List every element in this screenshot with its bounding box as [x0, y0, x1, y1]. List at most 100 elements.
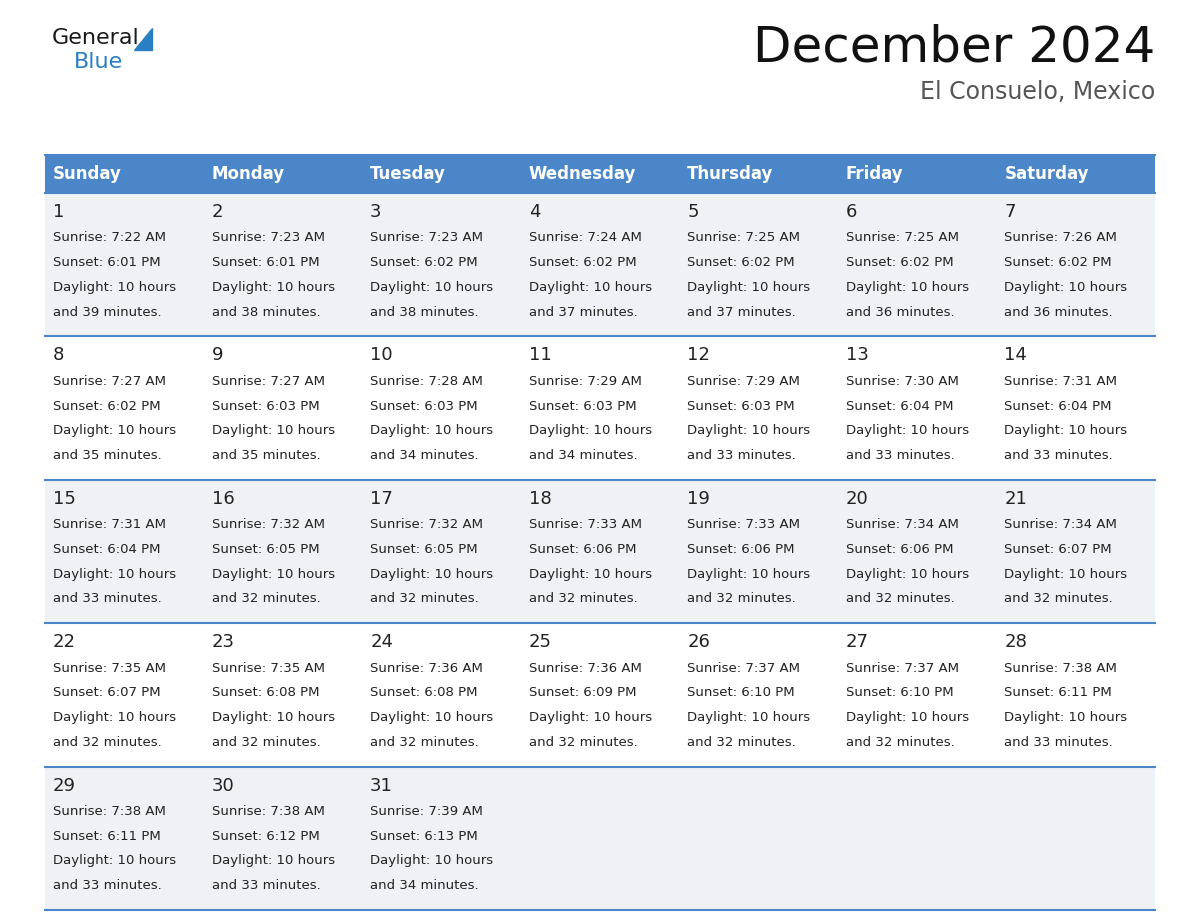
Text: Sunrise: 7:23 AM: Sunrise: 7:23 AM	[211, 231, 324, 244]
Text: Sunset: 6:13 PM: Sunset: 6:13 PM	[371, 830, 478, 843]
Bar	[997, 193, 1155, 336]
Text: and 32 minutes.: and 32 minutes.	[846, 736, 955, 749]
Text: and 32 minutes.: and 32 minutes.	[211, 592, 321, 605]
Text: Sunrise: 7:24 AM: Sunrise: 7:24 AM	[529, 231, 642, 244]
Text: Sunrise: 7:35 AM: Sunrise: 7:35 AM	[53, 662, 166, 675]
Text: Sunset: 6:07 PM: Sunset: 6:07 PM	[53, 687, 160, 700]
Text: Daylight: 10 hours: Daylight: 10 hours	[371, 855, 493, 868]
Bar	[520, 623, 680, 767]
Text: Sunrise: 7:36 AM: Sunrise: 7:36 AM	[371, 662, 484, 675]
Bar	[45, 155, 203, 193]
Text: and 33 minutes.: and 33 minutes.	[846, 449, 955, 462]
Text: Sunrise: 7:30 AM: Sunrise: 7:30 AM	[846, 375, 959, 387]
Text: and 32 minutes.: and 32 minutes.	[688, 592, 796, 605]
Text: Sunset: 6:03 PM: Sunset: 6:03 PM	[688, 399, 795, 412]
Text: and 33 minutes.: and 33 minutes.	[1004, 736, 1113, 749]
Text: 19: 19	[688, 490, 710, 508]
Text: and 34 minutes.: and 34 minutes.	[371, 449, 479, 462]
Text: Wednesday: Wednesday	[529, 165, 636, 183]
Text: Sunset: 6:02 PM: Sunset: 6:02 PM	[846, 256, 954, 269]
Text: Sunset: 6:09 PM: Sunset: 6:09 PM	[529, 687, 637, 700]
Bar	[520, 767, 680, 910]
Text: Daylight: 10 hours: Daylight: 10 hours	[53, 281, 176, 294]
Text: Daylight: 10 hours: Daylight: 10 hours	[529, 281, 652, 294]
Bar	[203, 623, 362, 767]
Text: 29: 29	[53, 777, 76, 795]
Text: Sunrise: 7:39 AM: Sunrise: 7:39 AM	[371, 805, 484, 818]
Text: Sunset: 6:05 PM: Sunset: 6:05 PM	[211, 543, 320, 556]
Text: Daylight: 10 hours: Daylight: 10 hours	[1004, 567, 1127, 581]
Bar	[680, 155, 838, 193]
Text: Daylight: 10 hours: Daylight: 10 hours	[211, 281, 335, 294]
Text: Daylight: 10 hours: Daylight: 10 hours	[211, 711, 335, 724]
Bar	[45, 623, 203, 767]
Text: 28: 28	[1004, 633, 1028, 651]
Text: and 38 minutes.: and 38 minutes.	[211, 306, 321, 319]
Text: Daylight: 10 hours: Daylight: 10 hours	[371, 424, 493, 437]
Text: Sunrise: 7:37 AM: Sunrise: 7:37 AM	[846, 662, 959, 675]
Text: Sunrise: 7:23 AM: Sunrise: 7:23 AM	[371, 231, 484, 244]
Bar	[997, 767, 1155, 910]
Text: and 39 minutes.: and 39 minutes.	[53, 306, 162, 319]
Text: 5: 5	[688, 203, 699, 221]
Text: Daylight: 10 hours: Daylight: 10 hours	[529, 567, 652, 581]
Text: 23: 23	[211, 633, 234, 651]
Text: 4: 4	[529, 203, 541, 221]
Text: Blue: Blue	[74, 52, 124, 72]
Bar	[997, 155, 1155, 193]
Text: Sunrise: 7:25 AM: Sunrise: 7:25 AM	[688, 231, 801, 244]
Text: Sunrise: 7:22 AM: Sunrise: 7:22 AM	[53, 231, 166, 244]
Text: Sunset: 6:03 PM: Sunset: 6:03 PM	[371, 399, 478, 412]
Text: 3: 3	[371, 203, 381, 221]
Text: Daylight: 10 hours: Daylight: 10 hours	[529, 711, 652, 724]
Text: and 33 minutes.: and 33 minutes.	[1004, 449, 1113, 462]
Text: Sunset: 6:07 PM: Sunset: 6:07 PM	[1004, 543, 1112, 556]
Text: 31: 31	[371, 777, 393, 795]
Text: Sunset: 6:06 PM: Sunset: 6:06 PM	[529, 543, 637, 556]
Text: Daylight: 10 hours: Daylight: 10 hours	[53, 424, 176, 437]
Text: 30: 30	[211, 777, 234, 795]
Text: Monday: Monday	[211, 165, 285, 183]
Bar	[203, 336, 362, 480]
Text: December 2024: December 2024	[753, 23, 1155, 71]
Text: Sunset: 6:03 PM: Sunset: 6:03 PM	[529, 399, 637, 412]
Text: Daylight: 10 hours: Daylight: 10 hours	[1004, 711, 1127, 724]
Bar	[520, 193, 680, 336]
Text: Daylight: 10 hours: Daylight: 10 hours	[846, 711, 969, 724]
Text: and 38 minutes.: and 38 minutes.	[371, 306, 479, 319]
Text: 14: 14	[1004, 346, 1028, 364]
Text: 2: 2	[211, 203, 223, 221]
Text: Tuesday: Tuesday	[371, 165, 446, 183]
Text: Sunset: 6:10 PM: Sunset: 6:10 PM	[846, 687, 954, 700]
Text: Sunset: 6:11 PM: Sunset: 6:11 PM	[1004, 687, 1112, 700]
Text: Daylight: 10 hours: Daylight: 10 hours	[688, 567, 810, 581]
Text: Sunday: Sunday	[53, 165, 122, 183]
Text: 17: 17	[371, 490, 393, 508]
Polygon shape	[134, 28, 152, 50]
Text: 10: 10	[371, 346, 393, 364]
Bar	[838, 155, 997, 193]
Text: and 32 minutes.: and 32 minutes.	[371, 592, 479, 605]
Text: Daylight: 10 hours: Daylight: 10 hours	[53, 855, 176, 868]
Text: Sunrise: 7:29 AM: Sunrise: 7:29 AM	[688, 375, 801, 387]
Bar	[520, 336, 680, 480]
Text: 18: 18	[529, 490, 551, 508]
Text: Sunrise: 7:26 AM: Sunrise: 7:26 AM	[1004, 231, 1117, 244]
Text: and 33 minutes.: and 33 minutes.	[53, 879, 162, 892]
Text: 6: 6	[846, 203, 858, 221]
Text: Sunrise: 7:34 AM: Sunrise: 7:34 AM	[846, 519, 959, 532]
Text: 8: 8	[53, 346, 64, 364]
Text: Sunset: 6:06 PM: Sunset: 6:06 PM	[846, 543, 953, 556]
Text: Sunset: 6:08 PM: Sunset: 6:08 PM	[211, 687, 320, 700]
Text: Sunset: 6:11 PM: Sunset: 6:11 PM	[53, 830, 160, 843]
Text: 27: 27	[846, 633, 868, 651]
Text: and 34 minutes.: and 34 minutes.	[371, 879, 479, 892]
Text: and 32 minutes.: and 32 minutes.	[53, 736, 162, 749]
Text: Sunrise: 7:31 AM: Sunrise: 7:31 AM	[53, 519, 166, 532]
Text: Sunrise: 7:29 AM: Sunrise: 7:29 AM	[529, 375, 642, 387]
Bar	[997, 480, 1155, 623]
Bar	[680, 336, 838, 480]
Text: and 35 minutes.: and 35 minutes.	[211, 449, 321, 462]
Bar	[362, 336, 520, 480]
Text: and 35 minutes.: and 35 minutes.	[53, 449, 162, 462]
